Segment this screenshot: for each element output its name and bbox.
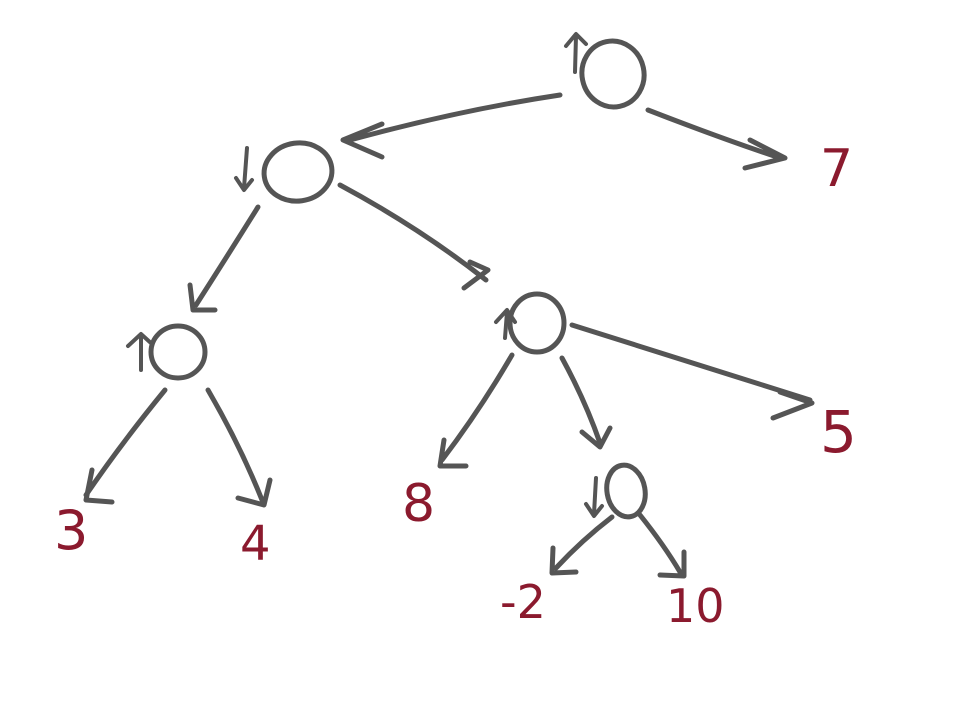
down-arrow-icon [234, 146, 254, 192]
up-arrow-icon [126, 332, 154, 372]
leaf-value-8: 8 [402, 474, 435, 534]
up-arrow-icon [494, 308, 517, 340]
leaf-value-4: 4 [240, 516, 271, 572]
down-arrow-icon [584, 476, 604, 518]
tree-edge [637, 512, 687, 579]
tree-edge [205, 387, 273, 508]
tree-edge [187, 204, 261, 313]
tree-edge [549, 514, 615, 576]
tree-edge [437, 352, 515, 469]
tree-node-left [261, 140, 335, 204]
tree-edge [83, 387, 168, 505]
leaf-value-neg2: -2 [500, 575, 546, 629]
tree-edge [569, 322, 815, 421]
leaf-value-5: 5 [820, 398, 857, 466]
tree-edge [559, 355, 613, 450]
tree-edge [337, 182, 491, 291]
tree-node-left-left [148, 323, 208, 381]
leaf-value-3: 3 [54, 499, 88, 562]
up-arrow-icon [564, 32, 588, 74]
leaf-value-10: 10 [666, 579, 725, 633]
leaf-value-7: 7 [820, 139, 853, 199]
tree-edge [340, 92, 563, 160]
tree-node-deep [604, 462, 648, 520]
tree-node-root [579, 38, 647, 110]
tree-node-left-right [507, 291, 567, 355]
tree-edge [645, 107, 788, 171]
